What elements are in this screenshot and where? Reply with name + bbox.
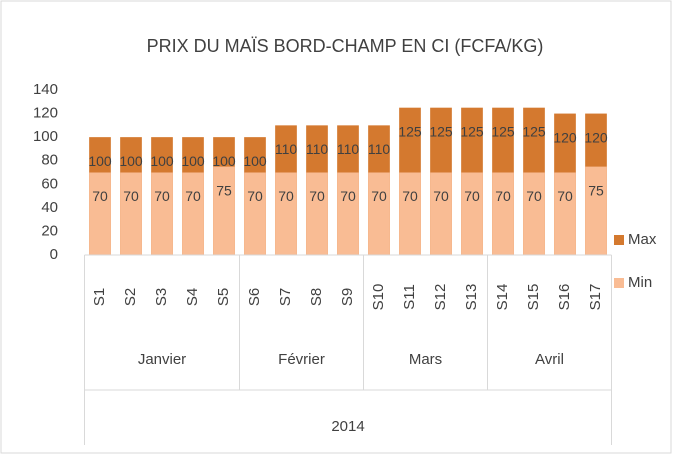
bar — [244, 172, 266, 255]
data-label: 70 — [495, 188, 511, 204]
data-label: 125 — [522, 123, 546, 139]
data-label: 70 — [185, 188, 201, 204]
data-label: 70 — [464, 188, 480, 204]
x-tick-label: S13 — [463, 284, 480, 311]
data-label: 125 — [429, 123, 453, 139]
data-label: 100 — [212, 153, 236, 169]
data-label: 70 — [557, 188, 573, 204]
legend-label: Min — [628, 274, 652, 291]
data-label: 70 — [123, 188, 139, 204]
x-tick-label: S10 — [370, 284, 387, 311]
x-tick-label: S17 — [587, 284, 604, 311]
data-label: 70 — [371, 188, 387, 204]
x-tick-label: S4 — [184, 288, 201, 306]
data-label: 100 — [243, 153, 267, 169]
data-label: 70 — [402, 188, 418, 204]
bar — [213, 166, 235, 255]
data-label: 70 — [247, 188, 263, 204]
data-label: 125 — [398, 123, 422, 139]
data-label: 100 — [88, 153, 112, 169]
x-tick-label: S7 — [277, 288, 294, 306]
x-tick-label: S14 — [494, 284, 511, 311]
x-tick-label: S15 — [525, 284, 542, 311]
bar — [430, 172, 452, 255]
bar — [182, 172, 204, 255]
data-label: 100 — [119, 153, 143, 169]
x-tick-label: S12 — [432, 284, 449, 311]
y-tick-label: 80 — [41, 152, 58, 169]
x-tick-label: S3 — [153, 288, 170, 306]
data-label: 75 — [588, 182, 604, 198]
bar — [554, 172, 576, 255]
data-label: 70 — [154, 188, 170, 204]
bar — [492, 172, 514, 255]
x-tick-label: S11 — [401, 284, 418, 310]
data-label: 125 — [491, 123, 515, 139]
data-label: 100 — [150, 153, 174, 169]
legend-swatch — [614, 278, 624, 288]
data-label: 70 — [92, 188, 108, 204]
y-tick-label: 140 — [33, 81, 58, 98]
data-label: 110 — [275, 141, 298, 157]
group-label: Avril — [535, 351, 564, 368]
x-tick-label: S16 — [556, 284, 573, 311]
data-label: 120 — [553, 129, 577, 145]
legend-label: Max — [628, 231, 657, 248]
bar — [120, 172, 142, 255]
data-label: 70 — [433, 188, 449, 204]
bar — [89, 172, 111, 255]
data-label: 70 — [309, 188, 325, 204]
bar — [368, 172, 390, 255]
data-label: 110 — [306, 141, 329, 157]
y-tick-label: 120 — [33, 105, 58, 122]
y-tick-label: 20 — [41, 222, 58, 239]
bar — [275, 172, 297, 255]
data-label: 120 — [584, 129, 608, 145]
data-label: 70 — [278, 188, 294, 204]
bar — [585, 166, 607, 255]
data-label: 110 — [368, 141, 391, 157]
chart-title: PRIX DU MAÏS BORD-CHAMP EN CI (FCFA/KG) — [147, 36, 544, 56]
bar — [399, 172, 421, 255]
x-tick-label: S5 — [215, 288, 232, 306]
data-label: 75 — [216, 182, 232, 198]
y-tick-label: 0 — [50, 246, 58, 263]
bar — [306, 172, 328, 255]
group-label: Janvier — [138, 351, 186, 368]
data-label: 100 — [181, 153, 205, 169]
data-label: 70 — [340, 188, 356, 204]
y-tick-label: 60 — [41, 175, 58, 192]
x-tick-label: S9 — [339, 288, 356, 306]
x-tick-label: S2 — [122, 288, 139, 306]
bar — [523, 172, 545, 255]
data-label: 125 — [460, 123, 484, 139]
bar — [151, 172, 173, 255]
y-tick-label: 100 — [33, 128, 58, 145]
x-tick-label: S8 — [308, 288, 325, 306]
x-tick-label: S6 — [246, 288, 263, 306]
group-label: Mars — [409, 351, 442, 368]
data-label: 110 — [337, 141, 360, 157]
legend-swatch — [614, 235, 624, 245]
group-label: Février — [278, 351, 325, 368]
bar — [461, 172, 483, 255]
super-group-label: 2014 — [331, 418, 364, 435]
data-label: 70 — [526, 188, 542, 204]
x-tick-label: S1 — [91, 288, 108, 306]
bar — [337, 172, 359, 255]
y-tick-label: 40 — [41, 199, 58, 216]
